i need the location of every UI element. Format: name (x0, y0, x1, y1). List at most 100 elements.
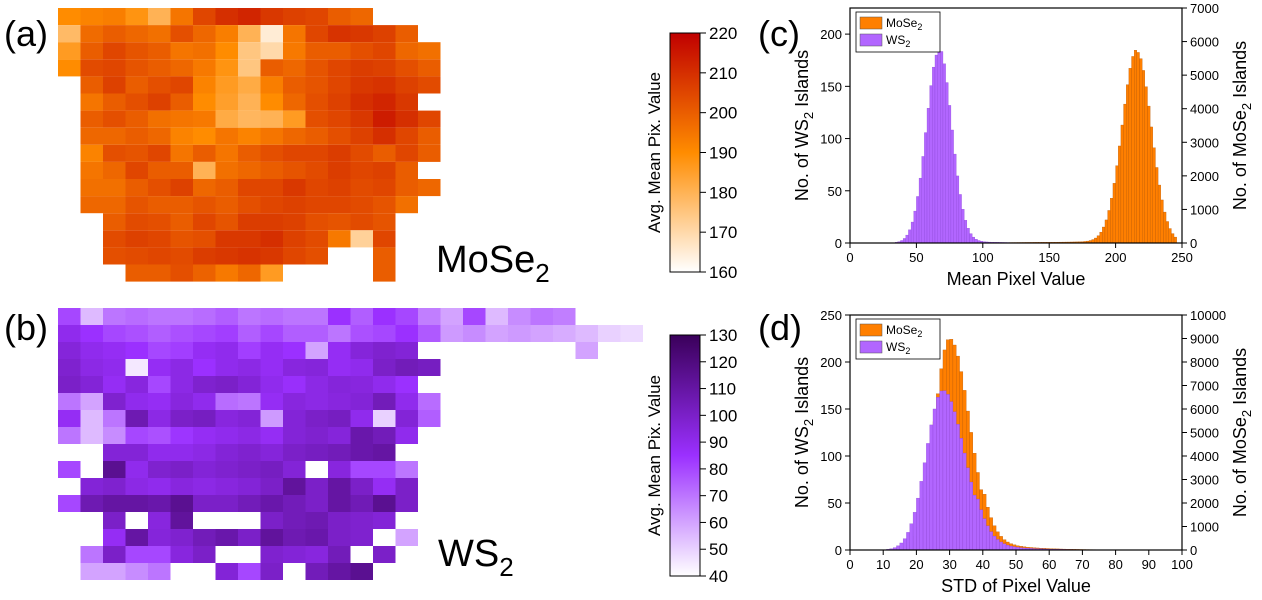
heatmap-cell (103, 410, 126, 427)
heatmap-cell (215, 444, 238, 461)
x-tick-label: 50 (1009, 557, 1023, 572)
heatmap-cell (170, 179, 193, 197)
heatmap-cell (80, 359, 103, 376)
histogram-bar (924, 132, 928, 244)
heatmap-cell (260, 444, 283, 461)
y-right-axis-title: No. of MoSe2 Islands (1230, 41, 1254, 210)
histogram-bar (908, 229, 912, 244)
y-right-tick-label: 5000 (1190, 68, 1219, 83)
heatmap-cell (418, 308, 441, 325)
histogram-bar (959, 438, 964, 551)
colorbar-tick-label: 90 (709, 433, 728, 452)
heatmap-cell (238, 230, 261, 248)
heatmap-cell (148, 342, 171, 359)
heatmap-cell (125, 213, 148, 231)
heatmap-cell (125, 444, 148, 461)
histogram-bar (1126, 84, 1130, 244)
histogram-bar (953, 153, 957, 244)
heatmap-cell (103, 230, 126, 248)
heatmap-cell (238, 563, 261, 580)
histogram-bar (1099, 231, 1103, 244)
y-left-tick-label: 200 (820, 355, 842, 370)
histogram-bar (913, 210, 917, 244)
histogram-bar (1147, 105, 1151, 244)
heatmap-cell (148, 59, 171, 77)
histogram-bar (896, 545, 900, 551)
heatmap-cell (148, 161, 171, 179)
heatmap-cell (395, 179, 418, 197)
heatmap-cell (170, 478, 193, 495)
heatmap-cell (80, 110, 103, 128)
heatmap-cell (193, 444, 216, 461)
histogram-bar (1112, 183, 1116, 244)
heatmap-cell (328, 478, 351, 495)
y-left-tick-label: 50 (828, 496, 842, 511)
heatmap-cell (463, 308, 486, 325)
histogram-bar (972, 494, 977, 551)
heatmap-cell (283, 59, 306, 77)
histogram-bar (936, 397, 940, 551)
heatmap-cell (260, 495, 283, 512)
heatmap-cell (395, 495, 418, 512)
heatmap-cell (215, 161, 238, 179)
histogram-bar (1163, 211, 1167, 244)
y-left-tick-label: 0 (835, 543, 842, 558)
y-right-tick-label: 1000 (1190, 202, 1219, 217)
heatmap-cell (238, 25, 261, 43)
heatmap-cell (620, 325, 643, 342)
heatmap-cell (373, 495, 396, 512)
heatmap-cell (328, 342, 351, 359)
heatmap-cell (373, 230, 396, 248)
heatmap-cell (260, 478, 283, 495)
heatmap-cell (125, 25, 148, 43)
heatmap-cell (58, 359, 81, 376)
y-left-tick-label: 250 (820, 308, 842, 323)
heatmap-cell (283, 427, 306, 444)
heatmap-cell (148, 427, 171, 444)
heatmap-cell (148, 325, 171, 342)
heatmap-cell (193, 230, 216, 248)
heatmap-cell (193, 427, 216, 444)
heatmap-cell (350, 563, 373, 580)
histogram-bar (922, 462, 927, 551)
heatmap-cell (170, 325, 193, 342)
heatmap-cell (103, 179, 126, 197)
histogram-bar (910, 221, 914, 244)
heatmap-cell (103, 161, 126, 179)
heatmap-cell (215, 359, 238, 376)
histogram-bar (916, 497, 920, 551)
heatmap-cell (80, 8, 103, 26)
heatmap-cell (58, 461, 81, 478)
histogram-mean-pixel: 0 50 100 150 200 2500501001502000100020003000… (792, 1, 1254, 289)
heatmap-cell (193, 213, 216, 231)
heatmap-cell (305, 247, 328, 265)
heatmap-cell (170, 359, 193, 376)
histogram-bar (1136, 52, 1140, 244)
heatmap-cell (125, 546, 148, 563)
colorbar-ws2: 40 50 60 70 80 90 100 110 120 130 Avg. Mean Pix. V… (645, 326, 737, 586)
heatmap-cell (373, 161, 396, 179)
heatmap-cell (328, 59, 351, 77)
heatmap-cell (125, 59, 148, 77)
heatmap-cell (170, 93, 193, 111)
heatmap-cell (238, 59, 261, 77)
heatmap-cell (260, 342, 283, 359)
heatmap-cell (125, 342, 148, 359)
histogram-bar (999, 541, 1003, 551)
heatmap-cell (80, 308, 103, 325)
heatmap-cell (418, 76, 441, 94)
heatmap-cell (148, 8, 171, 26)
heatmap-cell (80, 376, 103, 393)
y-right-tick-label: 0 (1190, 543, 1197, 558)
histogram-bar (940, 51, 944, 244)
histogram-bar (902, 538, 907, 551)
histogram-bar (966, 228, 970, 244)
heatmap-cell (148, 127, 171, 145)
heatmap-cell (350, 376, 373, 393)
heatmap-cell (148, 213, 171, 231)
heatmap-cell (350, 161, 373, 179)
histogram-bar (982, 518, 987, 551)
heatmap-cell (418, 359, 441, 376)
heatmap-cell (103, 247, 126, 265)
